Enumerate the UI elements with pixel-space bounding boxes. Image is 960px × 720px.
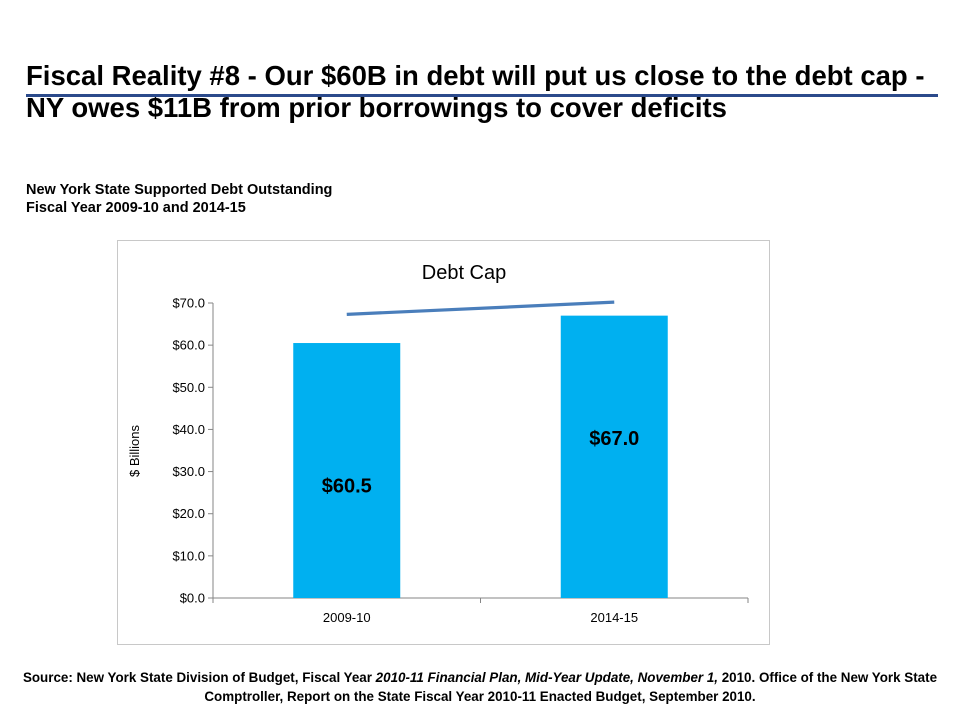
y-tick-label: $30.0 <box>172 464 205 479</box>
y-tick-label: $70.0 <box>172 296 205 311</box>
bars <box>293 315 668 598</box>
bar-2014-15 <box>560 315 668 598</box>
debt-chart: Debt Cap $ Billions $0.0$10.0$20.0$30.0$… <box>127 262 749 625</box>
y-axis-label: $ Billions <box>127 424 142 477</box>
source-text-1: Source: New York State Division of Budge… <box>22 670 376 685</box>
title-underline <box>26 94 938 97</box>
subtitle-line-2: Fiscal Year 2009-10 and 2014-15 <box>26 200 246 216</box>
x-tick-label: 2014-15 <box>590 610 638 625</box>
bar-2009-10 <box>293 343 401 598</box>
y-tick-label: $60.0 <box>172 338 205 353</box>
chart-title: Debt Cap <box>422 262 507 284</box>
y-ticks: $0.0 $10.0 $20.0 $30.0 $40.0 $50.0 $60.0 $70.0 <box>172 296 213 606</box>
x-tick-label: 2009-10 <box>323 610 371 625</box>
x-ticks <box>212 598 749 603</box>
chart-subtitle: New York State Supported Debt Outstandin… <box>26 181 726 217</box>
x-tick-labels: 2009-10 2014-15 <box>323 610 638 625</box>
data-label: $60.5 <box>322 476 372 498</box>
debt-cap-series-line <box>346 300 615 316</box>
chart-frame: Debt Cap $ Billions $0.0 $10.0 $20.0 $30.0 $… <box>117 240 770 645</box>
subtitle-line-1: New York State Supported Debt Outstandin… <box>26 182 333 198</box>
y-tick-label: $40.0 <box>172 422 205 437</box>
y-tick-label: $50.0 <box>172 380 205 395</box>
source-text-3: 2010. Office of the New York State Compt… <box>204 670 938 704</box>
source-text-2: 2010-11 Financial Plan, Mid-Year Update,… <box>375 670 718 685</box>
slide-title: Fiscal Reality #8 - Our $60B in debt wil… <box>26 60 925 123</box>
y-tick-label: $20.0 <box>172 506 205 521</box>
data-label: $67.0 <box>589 428 639 450</box>
y-tick-label: $10.0 <box>172 548 205 563</box>
source-note: Source: New York State Division of Budge… <box>20 668 940 706</box>
debt-cap-line <box>346 300 615 316</box>
y-tick-label: $0.0 <box>180 591 205 606</box>
data-labels: $60.5 $67.0 <box>322 428 640 498</box>
